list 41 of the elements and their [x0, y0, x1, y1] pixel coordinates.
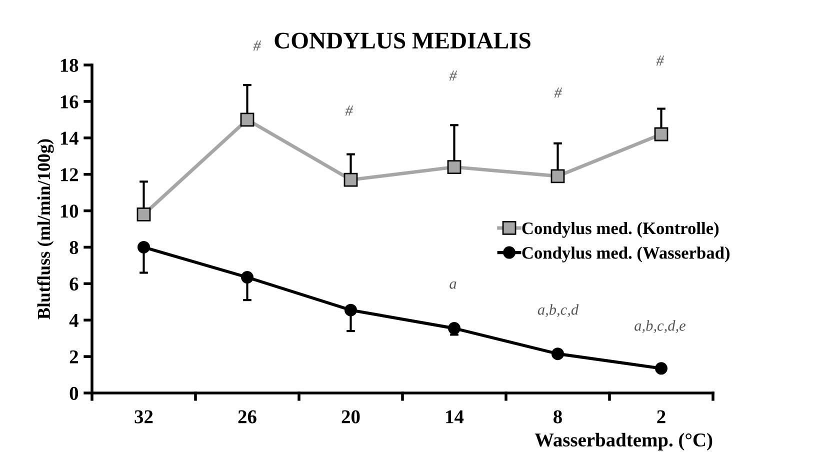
point: [241, 271, 254, 284]
y-tick-label: 14: [60, 132, 78, 145]
y-tick-label: 4: [69, 314, 78, 327]
annotation: a,b,c,d,e: [634, 320, 686, 334]
x-axis-title: Wasserbadtemp. (°C): [534, 432, 712, 450]
annotation: a: [450, 281, 456, 289]
point: [136, 207, 151, 222]
point: [655, 362, 668, 375]
annotation: #: [345, 106, 354, 116]
point: [552, 348, 564, 360]
y-axis-title: Blutfluss (ml/min/100g): [37, 139, 54, 320]
chart-title: CONDYLUS MEDIALIS: [274, 32, 530, 49]
y-tick-label: 10: [60, 204, 78, 218]
point: [654, 127, 668, 142]
annotation: #: [554, 88, 562, 98]
y-tick-label: 16: [60, 95, 78, 108]
point: [550, 169, 565, 184]
point: [138, 240, 150, 254]
y-tick-label: 18: [60, 58, 78, 72]
x-tick-label: 14: [446, 410, 464, 424]
y-tick-label: 6: [70, 278, 78, 291]
annotation: #: [656, 56, 664, 66]
point: [240, 112, 254, 127]
annotation: a,b,c,d: [538, 304, 579, 318]
legend-label: Condylus med. (Wasserbad): [522, 246, 730, 262]
point: [448, 322, 460, 335]
point: [447, 160, 462, 174]
annotation: #: [449, 70, 458, 81]
legend-label: Condylus med. (Kontrolle): [522, 222, 719, 238]
x-tick-label: 2: [657, 410, 666, 424]
x-tick-label: 32: [134, 410, 153, 424]
y-tick-label: 8: [70, 241, 78, 254]
x-tick-label: 26: [238, 410, 256, 424]
x-tick-label: 20: [342, 410, 360, 424]
y-tick-label: 12: [60, 168, 78, 182]
point: [344, 172, 358, 187]
point: [344, 304, 357, 316]
y-tick-label: 2: [70, 350, 78, 364]
x-tick-label: 8: [554, 410, 562, 424]
y-tick-label: 0: [70, 386, 78, 400]
text: #: [253, 40, 262, 51]
